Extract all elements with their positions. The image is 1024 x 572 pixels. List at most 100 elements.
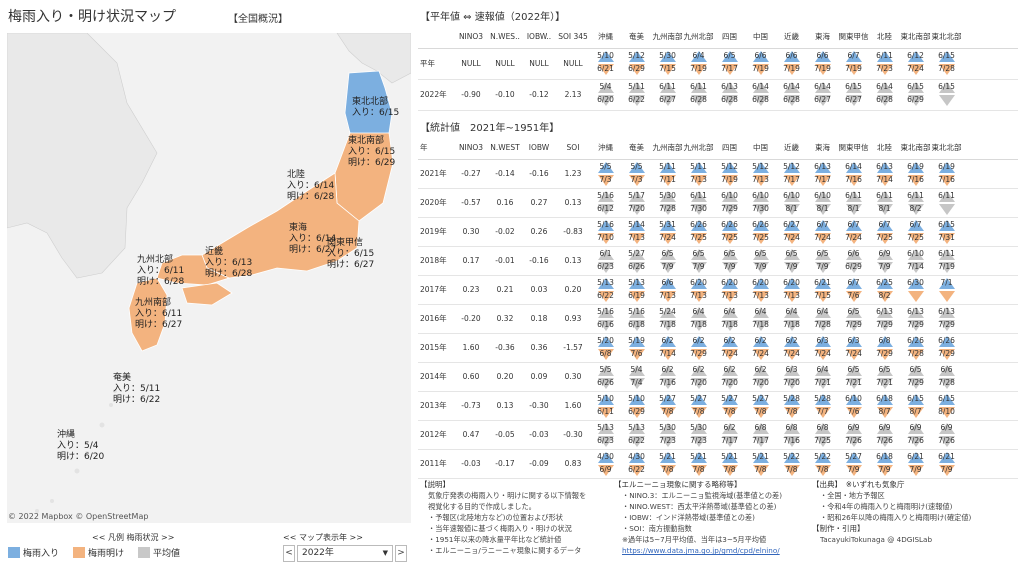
date-cell: 6/8 7/16 — [776, 421, 807, 449]
tsuyu-ake-marker — [753, 320, 769, 331]
date-cell: 6/6 7/13 — [652, 276, 683, 304]
table-row[interactable]: 2013年 -0.73 0.13 -0.30 1.60 5/10 6/11 5/10 6/29 5… — [418, 392, 1018, 421]
tsuyu-iri-marker — [908, 365, 924, 376]
date-cell: 6/2 7/16 — [652, 363, 683, 391]
region-header: 四国 — [722, 143, 737, 152]
legend-item-average[interactable]: 平均値 — [138, 546, 180, 559]
date-cell: 6/11 7/23 — [869, 49, 900, 79]
date-cell: 6/11 8/1 — [869, 189, 900, 217]
map-title: 梅雨入り・明け状況マップ — [8, 9, 176, 25]
end-date: 8/1 — [816, 204, 829, 213]
start-date: 6/11 — [845, 191, 862, 200]
legend-item-tsuyu-iri[interactable]: 梅雨入り — [8, 546, 59, 559]
start-date: 6/20 — [752, 278, 769, 287]
prev-year-button[interactable]: < — [283, 545, 295, 562]
tsuyu-ake-marker — [629, 262, 645, 273]
end-date: 7/14 — [659, 349, 676, 358]
start-date: 5/17 — [628, 191, 645, 200]
table-row[interactable]: 2018年 0.17 -0.01 -0.16 0.13 6/1 6/23 5/27 6/26 6/… — [418, 247, 1018, 276]
table-row[interactable]: 2016年 -0.20 0.32 0.18 0.93 5/16 6/16 5/16 6/18 5/… — [418, 305, 1018, 334]
stats-table[interactable]: 年 NINO3 N.WEST IOBW SOI 沖縄 奄美 九州南部 九州北部 四国 中国… — [418, 137, 1018, 479]
tsuyu-ake-marker — [629, 291, 645, 302]
index-value: 0.20 — [496, 372, 514, 381]
start-date: 6/2 — [723, 336, 736, 345]
tsuyu-iri-marker — [784, 82, 800, 93]
start-date: 6/5 — [878, 365, 891, 374]
legend-item-tsuyu-ake[interactable]: 梅雨明け — [73, 546, 124, 559]
index-value: -0.03 — [461, 459, 481, 468]
tsuyu-ake-marker — [691, 233, 707, 244]
end-date: 7/9 — [940, 465, 953, 474]
index-value: NULL — [495, 59, 515, 68]
table-row[interactable]: 2022年 -0.90 -0.10 -0.12 2.13 5/4 6/20 5/11 6/22 6… — [418, 80, 1018, 111]
tsuyu-ake-marker — [722, 378, 738, 389]
tsuyu-ake-marker — [815, 291, 831, 302]
tsuyu-ake-marker — [877, 291, 893, 302]
start-date: 6/2 — [754, 336, 767, 345]
index-value: NULL — [529, 59, 549, 68]
tsuyu-ake-marker — [691, 378, 707, 389]
table-row[interactable]: 平年 NULL NULL NULL NULL 5/10 6/21 5/12 6/29 5/30 7/… — [418, 49, 1018, 80]
date-cell: 5/20 6/8 — [590, 334, 621, 362]
table-row[interactable]: 2012年 0.47 -0.05 -0.03 -0.30 5/13 6/23 5/13 6/22… — [418, 421, 1018, 450]
compare-title: 【平年値 ⇔ 速報値（2022年）】 — [420, 12, 566, 23]
date-cell: 5/13 6/22 — [621, 421, 652, 449]
tsuyu-ake-marker — [846, 320, 862, 331]
tsuyu-iri-marker — [660, 278, 676, 289]
table-row[interactable]: 2017年 0.23 0.21 0.03 0.20 5/13 6/22 5/13 6/19 6/6… — [418, 276, 1018, 305]
row-year: 2011年 — [420, 459, 447, 468]
start-date: 6/5 — [754, 249, 767, 258]
tsuyu-ake-marker — [660, 95, 676, 106]
next-year-button[interactable]: > — [395, 545, 407, 562]
tsuyu-iri-marker — [753, 162, 769, 173]
tsuyu-ake-marker — [660, 320, 676, 331]
start-date: 6/5 — [723, 51, 736, 60]
tsuyu-ake-marker — [877, 233, 893, 244]
table-row[interactable]: 2011年 -0.03 -0.17 -0.09 0.83 4/30 6/9 4/30 6/22 5… — [418, 450, 1018, 479]
table-row[interactable]: 2021年 -0.27 -0.14 -0.16 1.23 5/5 7/3 5/5 7/3 5/11… — [418, 160, 1018, 189]
start-date: 6/7 — [847, 220, 860, 229]
date-cell: 5/5 7/3 — [590, 160, 621, 188]
end-date: 7/16 — [783, 436, 800, 445]
tsuyu-ake-marker — [939, 320, 955, 331]
date-cell: 6/5 7/21 — [838, 363, 869, 391]
date-cell: 5/27 7/8 — [714, 392, 745, 420]
date-cell: 5/30 7/23 — [683, 421, 714, 449]
date-cell: 6/11 8/2 — [900, 189, 931, 217]
tsuyu-ake-marker — [691, 64, 707, 75]
year-select[interactable]: 2022年 ▼ — [297, 545, 393, 562]
jma-elnino-link[interactable]: https://www.data.jma.go.jp/gmd/cpd/elnin… — [622, 546, 780, 555]
date-cell: 6/8 7/29 — [869, 334, 900, 362]
start-date: 6/26 — [752, 220, 769, 229]
start-date: 6/13 — [721, 82, 738, 91]
date-cell: 5/19 7/6 — [621, 334, 652, 362]
end-date: 7/6 — [847, 407, 860, 416]
start-date: 6/11 — [876, 191, 893, 200]
tsuyu-ake-marker — [784, 291, 800, 302]
tsuyu-iri-marker — [691, 82, 707, 93]
end-date: 6/28 — [752, 95, 769, 104]
tsuyu-ake-marker — [753, 436, 769, 447]
table-row[interactable]: 2020年 -0.57 0.16 0.27 0.13 5/16 6/12 5/17 7/20 5/… — [418, 189, 1018, 218]
end-date: 7/7 — [816, 407, 829, 416]
table-row[interactable]: 2019年 0.30 -0.02 0.26 -0.83 5/16 7/10 5/14 7/13 5… — [418, 218, 1018, 247]
end-date: 8/2 — [878, 291, 891, 300]
date-cell: 5/16 7/10 — [590, 218, 621, 246]
end-date: 7/16 — [845, 175, 862, 184]
table-row[interactable]: 2014年 0.60 0.20 0.09 0.30 5/5 6/26 5/4 7/4 6/2 7/1… — [418, 363, 1018, 392]
tsuyu-iri-marker — [691, 336, 707, 347]
row-year: 2021年 — [420, 169, 447, 178]
tsuyu-ake-marker — [629, 349, 645, 360]
end-date: 8/1 — [878, 204, 891, 213]
tsuyu-iri-marker — [691, 162, 707, 173]
index-value: 0.26 — [530, 227, 548, 236]
table-row[interactable]: 2015年 1.60 -0.36 0.36 -1.57 5/20 6/8 5/19 7/6 6/2… — [418, 334, 1018, 363]
region-header: 北陸 — [877, 32, 892, 41]
date-cell: 6/20 7/13 — [714, 276, 745, 304]
tsuyu-ake-marker — [877, 204, 893, 215]
tsuyu-iri-marker — [939, 191, 955, 202]
tsuyu-iri-marker — [753, 452, 769, 463]
map-view[interactable]: 東北北部 入り：6/15 東北南部 入り：6/15 明け：6/29 北陸 入り：6/14… — [7, 33, 411, 523]
end-date: 7/3 — [630, 175, 643, 184]
start-date: 6/15 — [907, 394, 924, 403]
